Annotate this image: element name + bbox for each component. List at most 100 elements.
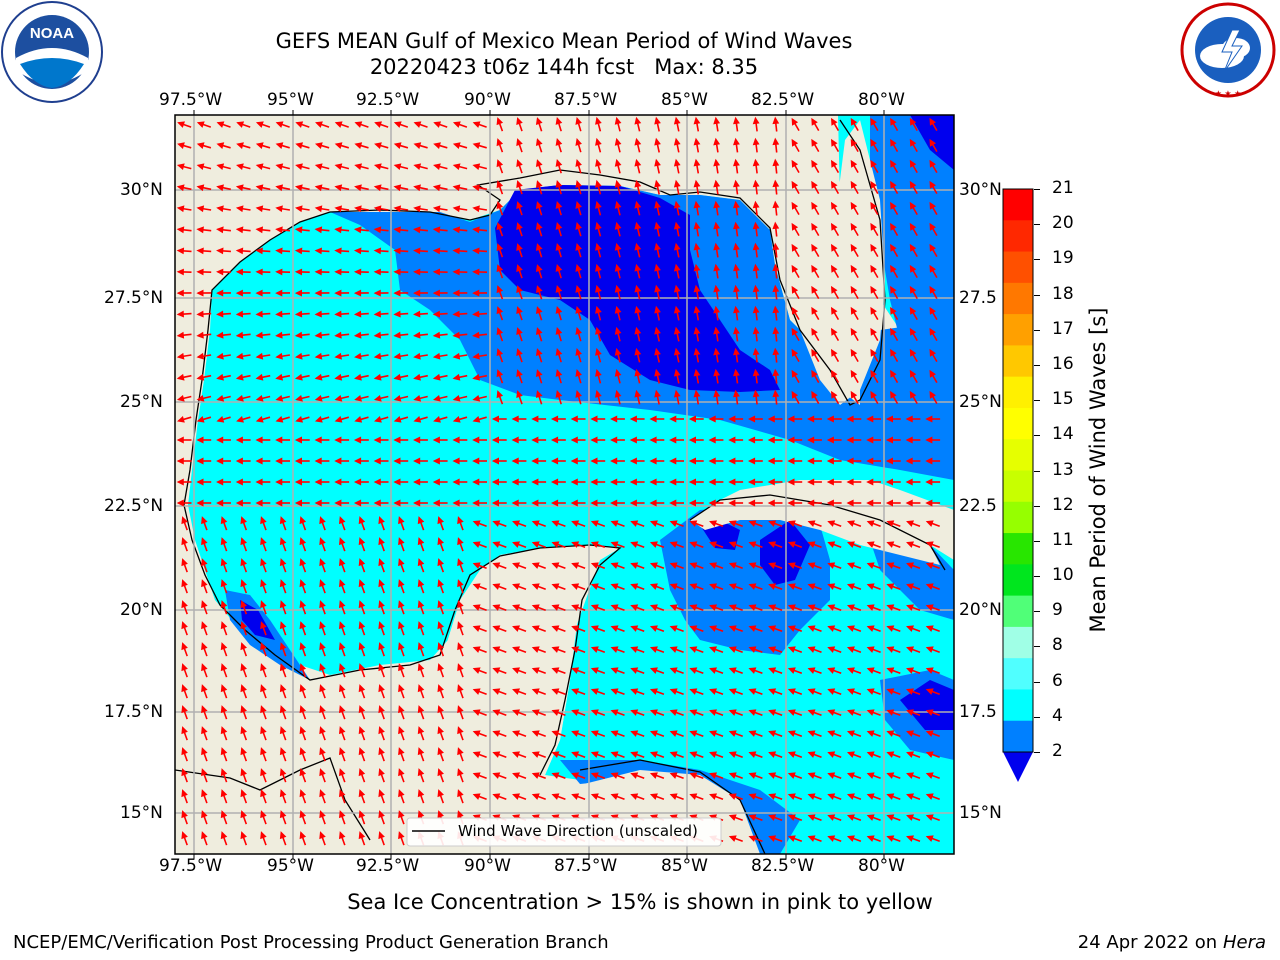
wind-arrow-head <box>216 478 224 486</box>
wind-arrow-head <box>807 646 816 653</box>
wind-arrow-head <box>373 184 382 192</box>
wind-arrow-head <box>811 285 818 294</box>
wind-arrow-head <box>925 436 933 444</box>
wind-arrow-head <box>358 726 366 735</box>
wind-arrow-head <box>811 138 818 147</box>
wind-arrow-head <box>220 621 228 630</box>
wind-arrow-head <box>181 516 188 525</box>
wind-arrow-head <box>929 390 937 399</box>
wind-arrow-head <box>728 520 737 527</box>
wind-arrow-head <box>595 116 602 125</box>
wind-arrow-head <box>807 541 816 548</box>
wind-arrow-head <box>654 284 661 293</box>
wind-arrow-head <box>614 389 622 398</box>
colorbar-tick <box>1034 576 1040 578</box>
wind-arrow-head <box>472 751 481 758</box>
wind-arrow-head <box>787 457 795 465</box>
wind-arrow-head <box>768 688 777 695</box>
wind-arrow-head <box>772 326 780 335</box>
wind-arrow-head <box>555 180 563 188</box>
wind-arrow-head <box>929 285 937 294</box>
wind-arrow-head <box>393 205 402 213</box>
wind-arrow-head <box>929 327 937 336</box>
wind-arrow-head <box>338 831 346 840</box>
wind-arrow-head <box>472 520 481 527</box>
lon-label-top: 95°W <box>267 90 314 110</box>
wind-arrow-head <box>614 368 622 377</box>
wind-arrow-head <box>772 221 780 230</box>
wind-arrow-head <box>846 604 855 611</box>
wind-arrow-head <box>413 331 421 339</box>
wind-arrow-head <box>314 142 323 149</box>
wind-arrow-head <box>787 499 795 507</box>
footer-credit: NCEP/EMC/Verification Post Processing Pr… <box>13 932 609 953</box>
wind-arrow-head <box>196 373 205 381</box>
wind-arrow-head <box>255 457 263 465</box>
wind-arrow-head <box>260 747 267 756</box>
wind-arrow-head <box>413 268 421 276</box>
wind-arrow-head <box>787 562 796 569</box>
colorbar-band <box>1003 470 1033 503</box>
wind-arrow-head <box>768 793 777 800</box>
colorbar-tick <box>1034 611 1040 613</box>
wind-arrow-head <box>811 348 818 357</box>
wind-arrow-head <box>925 478 933 486</box>
wind-arrow-head <box>728 604 737 611</box>
wind-arrow-head <box>196 247 204 255</box>
wind-arrow-head <box>181 831 188 840</box>
wind-arrow-head <box>925 457 933 465</box>
wind-arrow-head <box>417 705 425 714</box>
wind-arrow-head <box>885 478 894 486</box>
colorbar-tick <box>1034 505 1040 507</box>
wind-arrow-head <box>512 541 520 548</box>
wind-arrow-head <box>393 457 401 465</box>
wind-arrow-head <box>634 200 642 209</box>
wind-arrow-head <box>708 499 716 507</box>
wind-arrow-head <box>555 348 563 356</box>
wind-arrow-head <box>492 646 501 653</box>
wind-arrow-head <box>866 730 875 737</box>
wind-arrow-head <box>319 537 326 546</box>
wind-arrow-head <box>831 222 838 231</box>
wind-arrow-head <box>220 684 228 693</box>
wind-arrow-head <box>713 137 721 146</box>
wind-arrow-head <box>196 436 204 444</box>
wind-arrow-head <box>531 730 540 737</box>
wind-arrow-head <box>294 331 303 339</box>
wind-arrow-head <box>733 158 740 167</box>
wind-arrow-head <box>791 159 799 168</box>
wind-arrow-head <box>807 730 816 737</box>
wind-arrow-head <box>807 772 816 779</box>
wind-arrow-head <box>260 789 267 798</box>
wind-arrow-head <box>512 604 520 611</box>
wind-arrow-head <box>850 201 858 210</box>
wind-arrow-head <box>353 331 362 339</box>
wind-arrow-head <box>752 242 760 251</box>
wind-arrow-head <box>571 646 580 653</box>
wind-arrow-head <box>294 478 303 486</box>
wind-arrow-head <box>432 373 441 381</box>
wind-arrow-head <box>709 730 717 737</box>
wind-arrow-head <box>866 415 874 423</box>
wind-arrow-head <box>255 226 264 234</box>
wind-arrow-head <box>634 116 642 125</box>
wind-arrow-head <box>791 201 799 210</box>
wind-arrow-head <box>216 205 224 213</box>
wind-arrow-head <box>768 583 777 590</box>
wind-arrow-head <box>279 558 287 567</box>
wind-arrow-head <box>220 663 228 672</box>
wind-arrow-head <box>571 625 580 632</box>
wind-arrow-head <box>393 121 402 128</box>
wind-arrow-head <box>669 541 678 548</box>
wind-arrow-head <box>398 768 405 777</box>
wind-arrow-head <box>275 247 283 255</box>
wind-arrow-head <box>492 793 501 800</box>
wind-arrow-head <box>629 415 637 423</box>
wind-arrow-head <box>201 558 208 567</box>
wind-arrow-head <box>768 625 777 632</box>
wind-arrow-head <box>236 121 245 128</box>
lon-label-bottom: 95°W <box>267 856 314 876</box>
wind-arrow-head <box>491 457 500 465</box>
wind-arrow-head <box>373 310 381 318</box>
wind-arrow-head <box>870 117 877 126</box>
